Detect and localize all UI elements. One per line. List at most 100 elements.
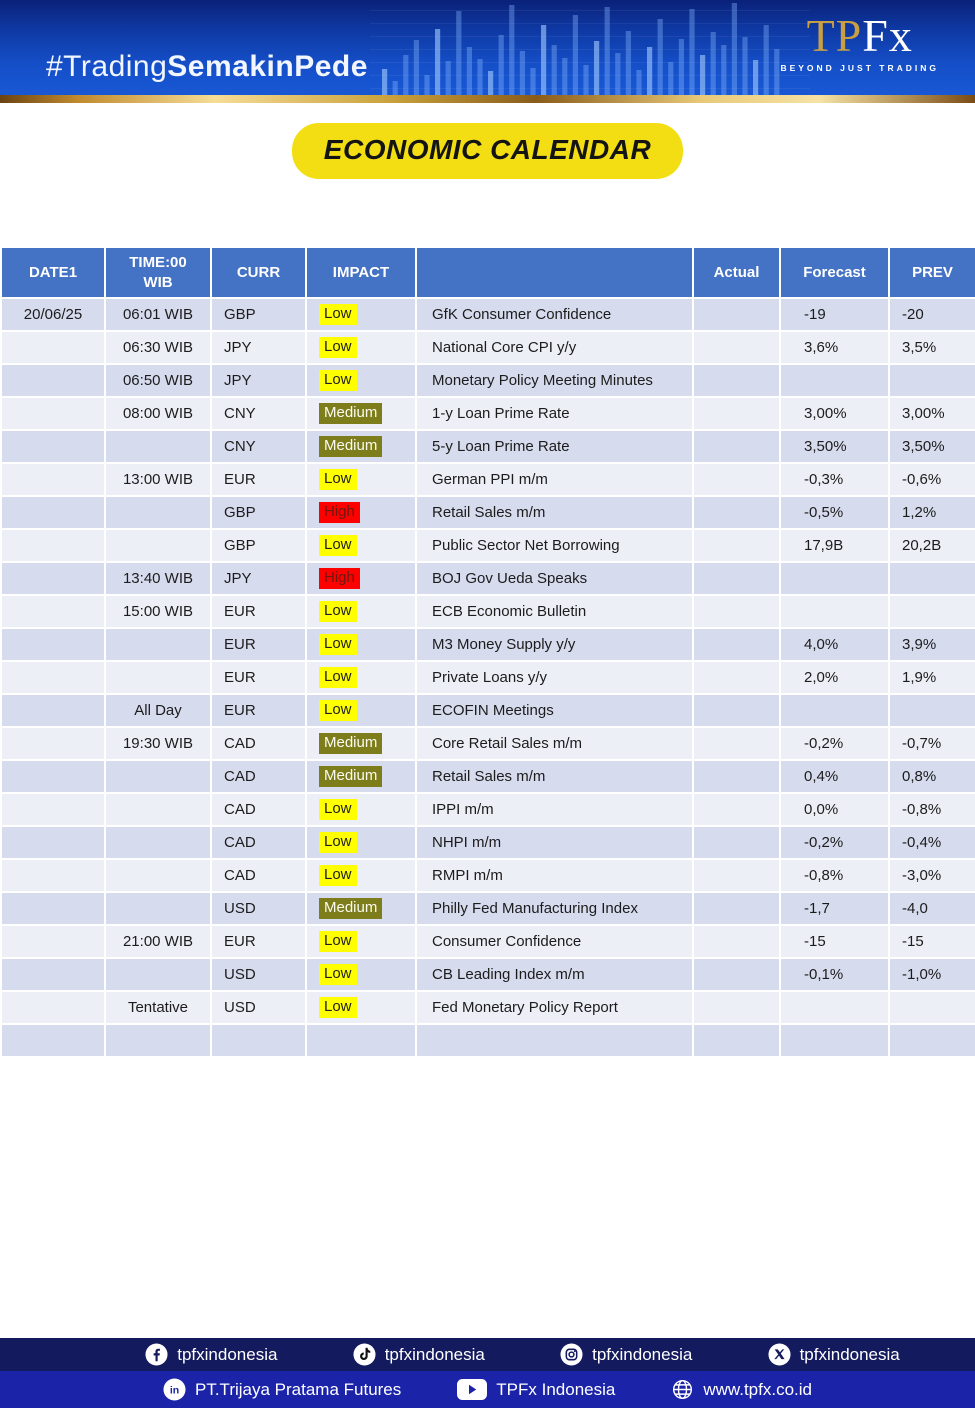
- social-item[interactable]: tpfxindonesia: [145, 1343, 277, 1366]
- cell-curr: CAD: [210, 825, 307, 860]
- cell-time: 06:01 WIB: [104, 297, 212, 332]
- cell-event: Retail Sales m/m: [415, 759, 694, 794]
- cell-date: [0, 759, 106, 794]
- social-item[interactable]: www.tpfx.co.id: [671, 1378, 812, 1401]
- cell-curr: GBP: [210, 495, 307, 530]
- social-item[interactable]: TPFx Indonesia: [457, 1379, 615, 1400]
- table-row: CAD Low NHPI m/m -0,2% -0,4%: [0, 825, 975, 860]
- cell-event: ECOFIN Meetings: [415, 693, 694, 728]
- cell-curr: CNY: [210, 429, 307, 464]
- cell-date: [0, 792, 106, 827]
- cell-prev: 3,9%: [888, 627, 975, 662]
- cell-curr: CAD: [210, 759, 307, 794]
- table-row: 06:30 WIB JPY Low National Core CPI y/y 3,6%…: [0, 330, 975, 365]
- cell-actual: [692, 363, 781, 398]
- hashtag-bold-part: SemakinPede: [167, 50, 368, 83]
- impact-badge: Medium: [319, 402, 383, 425]
- cell-time: [104, 825, 212, 860]
- cell-event: M3 Money Supply y/y: [415, 627, 694, 662]
- svg-text:in: in: [170, 1384, 179, 1396]
- cell-curr: EUR: [210, 627, 307, 662]
- footer: tpfxindonesia tpfxindonesia tpfxindonesia t…: [0, 1338, 975, 1408]
- cell-curr: USD: [210, 891, 307, 926]
- cell-curr: CAD: [210, 858, 307, 893]
- table-body: 20/06/25 06:01 WIB GBP Low GfK Consumer Conf…: [0, 297, 975, 1058]
- cell-actual: [692, 660, 781, 695]
- cell-impact: Medium: [305, 759, 417, 794]
- cell-forecast: -0,5%: [779, 495, 890, 530]
- cell-date: [0, 627, 106, 662]
- cell-event: 5-y Loan Prime Rate: [415, 429, 694, 464]
- table-row: Tentative USD Low Fed Monetary Policy Repor…: [0, 990, 975, 1025]
- impact-badge: Low: [319, 336, 357, 359]
- cell-time: [104, 495, 212, 530]
- cell-prev: -1,0%: [888, 957, 975, 992]
- cell-forecast: [779, 1023, 890, 1058]
- cell-time: 13:40 WIB: [104, 561, 212, 596]
- cell-forecast: 17,9B: [779, 528, 890, 563]
- social-label: tpfxindonesia: [177, 1344, 278, 1364]
- cell-impact: Low: [305, 825, 417, 860]
- social-item[interactable]: in PT.Trijaya Pratama Futures: [163, 1378, 401, 1401]
- cell-forecast: -15: [779, 924, 890, 959]
- cell-event: IPPI m/m: [415, 792, 694, 827]
- impact-badge: Medium: [319, 732, 383, 755]
- tiktok-icon: [353, 1343, 376, 1366]
- cell-curr: EUR: [210, 660, 307, 695]
- cell-time: 06:50 WIB: [104, 363, 212, 398]
- cell-forecast: 3,6%: [779, 330, 890, 365]
- campaign-hashtag: #TradingSemakinPede: [46, 52, 368, 82]
- impact-badge: Medium: [319, 765, 383, 788]
- cell-impact: Low: [305, 528, 417, 563]
- social-label: PT.Trijaya Pratama Futures: [195, 1379, 402, 1399]
- impact-badge: Low: [319, 996, 357, 1019]
- impact-badge: Low: [319, 666, 357, 689]
- social-item[interactable]: tpfxindonesia: [768, 1343, 900, 1366]
- cell-prev: 0,8%: [888, 759, 975, 794]
- cell-forecast: -1,7: [779, 891, 890, 926]
- cell-time: [104, 1023, 212, 1058]
- impact-badge: Low: [319, 303, 357, 326]
- impact-badge: Low: [319, 468, 357, 491]
- cell-date: [0, 858, 106, 893]
- cell-curr: GBP: [210, 297, 307, 332]
- tpfx-logo: TPFx BEYOND JUST TRADING: [780, 10, 939, 74]
- table-row: 20/06/25 06:01 WIB GBP Low GfK Consumer Conf…: [0, 297, 975, 332]
- social-label: TPFx Indonesia: [496, 1379, 616, 1399]
- cell-impact: Low: [305, 990, 417, 1025]
- cell-curr: GBP: [210, 528, 307, 563]
- cell-actual: [692, 429, 781, 464]
- table-head-row: DATE1 TIME:00 WIB CURR IMPACT Actual Forecast…: [0, 246, 975, 299]
- cell-date: [0, 891, 106, 926]
- table-row: USD Low CB Leading Index m/m -0,1% -1,0%: [0, 957, 975, 992]
- cell-actual: [692, 1023, 781, 1058]
- cell-event: Monetary Policy Meeting Minutes: [415, 363, 694, 398]
- cell-actual: [692, 627, 781, 662]
- cell-impact: Low: [305, 363, 417, 398]
- social-item[interactable]: tpfxindonesia: [353, 1343, 485, 1366]
- cell-time: 21:00 WIB: [104, 924, 212, 959]
- cell-actual: [692, 957, 781, 992]
- cell-impact: Low: [305, 792, 417, 827]
- social-item[interactable]: tpfxindonesia: [560, 1343, 692, 1366]
- cell-date: [0, 726, 106, 761]
- cell-impact: Low: [305, 297, 417, 332]
- cell-forecast: -0,1%: [779, 957, 890, 992]
- cell-event: RMPI m/m: [415, 858, 694, 893]
- column-header: IMPACT: [305, 246, 417, 299]
- cell-impact: [305, 1023, 417, 1058]
- cell-prev: 3,50%: [888, 429, 975, 464]
- impact-badge: Low: [319, 600, 357, 623]
- table-row: [0, 1023, 975, 1058]
- impact-badge: Low: [319, 831, 357, 854]
- table-row: 06:50 WIB JPY Low Monetary Policy Meeting M…: [0, 363, 975, 398]
- cell-forecast: 2,0%: [779, 660, 890, 695]
- cell-forecast: 0,0%: [779, 792, 890, 827]
- logo-fx: Fx: [862, 10, 913, 61]
- cell-actual: [692, 924, 781, 959]
- cell-actual: [692, 594, 781, 629]
- cell-prev: -4,0: [888, 891, 975, 926]
- cell-event: Philly Fed Manufacturing Index: [415, 891, 694, 926]
- impact-badge: Low: [319, 369, 357, 392]
- cell-prev: -0,4%: [888, 825, 975, 860]
